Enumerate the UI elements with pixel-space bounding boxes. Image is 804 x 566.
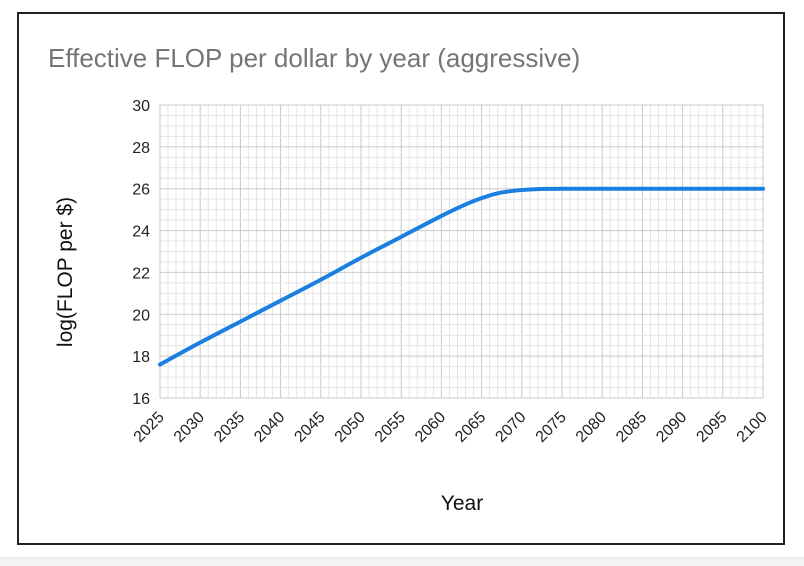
y-tick-label: 16 xyxy=(132,391,150,408)
x-tick-label: 2025 xyxy=(131,409,168,446)
x-axis-label: Year xyxy=(441,492,483,515)
page-bottom-strip xyxy=(0,557,804,566)
y-tick-label: 18 xyxy=(132,349,150,366)
x-tick-label: 2070 xyxy=(492,409,529,446)
x-tick-label: 2065 xyxy=(452,409,489,446)
x-tick-label: 2060 xyxy=(412,409,449,446)
x-tick-label: 2080 xyxy=(573,409,610,446)
x-tick-label: 2085 xyxy=(613,409,650,446)
x-tick-label: 2100 xyxy=(734,409,771,446)
chart-grid xyxy=(159,104,764,399)
chart-title: Effective FLOP per dollar by year (aggre… xyxy=(48,43,580,73)
y-axis-label: log(FLOP per $) xyxy=(54,197,77,347)
y-tick-label: 22 xyxy=(132,265,150,282)
y-tick-label: 28 xyxy=(132,140,150,157)
y-tick-label: 20 xyxy=(132,307,150,324)
x-axis-ticks: 2025 2030 2035 2040 2045 2050 2055 2060 2065 2070… xyxy=(131,409,771,446)
series-group xyxy=(158,186,765,367)
series-line-0 xyxy=(158,186,765,367)
x-tick-label: 2075 xyxy=(533,409,570,446)
x-tick-label: 2090 xyxy=(653,409,690,446)
x-tick-label: 2050 xyxy=(332,409,369,446)
y-tick-label: 30 xyxy=(132,98,150,115)
x-tick-label: 2055 xyxy=(372,409,409,446)
x-tick-label: 2095 xyxy=(693,409,730,446)
plot-area-border xyxy=(159,104,764,399)
x-tick-label: 2045 xyxy=(291,409,328,446)
y-axis-ticks: 16 18 20 22 24 26 28 30 xyxy=(132,98,150,408)
x-tick-label: 2035 xyxy=(211,409,248,446)
x-tick-label: 2040 xyxy=(251,409,288,446)
y-tick-label: 24 xyxy=(132,224,150,241)
x-tick-label: 2030 xyxy=(171,409,208,446)
y-tick-label: 26 xyxy=(132,182,150,199)
